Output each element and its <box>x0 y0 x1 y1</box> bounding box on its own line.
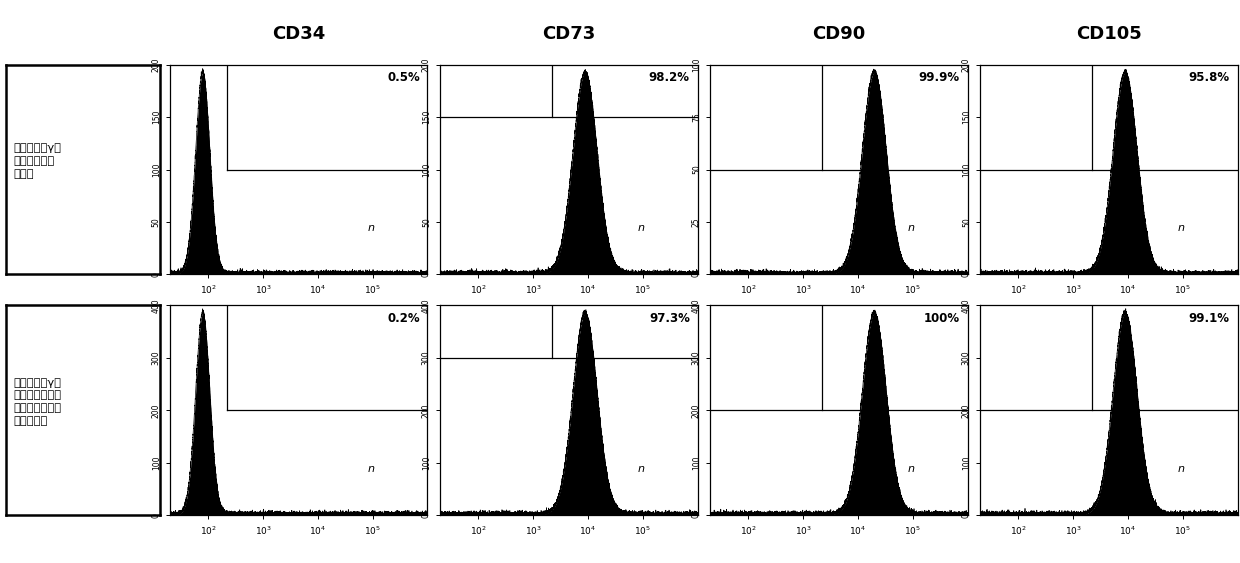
Text: 利用干扰素γ预
处理的诱导多能
干细胞来源的间
充质干细胞: 利用干扰素γ预 处理的诱导多能 干细胞来源的间 充质干细胞 <box>14 378 62 426</box>
Text: 利用干扰素γ预
处理的间充质
干细胞: 利用干扰素γ预 处理的间充质 干细胞 <box>14 144 62 179</box>
Text: n: n <box>1177 224 1184 233</box>
Text: n: n <box>1177 464 1184 474</box>
Text: 97.3%: 97.3% <box>649 312 689 325</box>
Text: n: n <box>637 464 645 474</box>
Text: CD73: CD73 <box>542 25 595 43</box>
Text: CD90: CD90 <box>812 25 866 43</box>
Text: 99.9%: 99.9% <box>919 71 960 84</box>
Text: n: n <box>908 224 914 233</box>
Text: CD105: CD105 <box>1076 25 1142 43</box>
Text: 98.2%: 98.2% <box>649 71 689 84</box>
Text: 0.2%: 0.2% <box>387 312 420 325</box>
Text: 99.1%: 99.1% <box>1189 312 1230 325</box>
Text: CD34: CD34 <box>272 25 325 43</box>
Text: 95.8%: 95.8% <box>1189 71 1230 84</box>
Text: n: n <box>908 464 914 474</box>
Text: n: n <box>637 224 645 233</box>
Text: 100%: 100% <box>924 312 960 325</box>
Text: n: n <box>367 464 374 474</box>
Text: 0.5%: 0.5% <box>387 71 420 84</box>
Text: n: n <box>367 224 374 233</box>
